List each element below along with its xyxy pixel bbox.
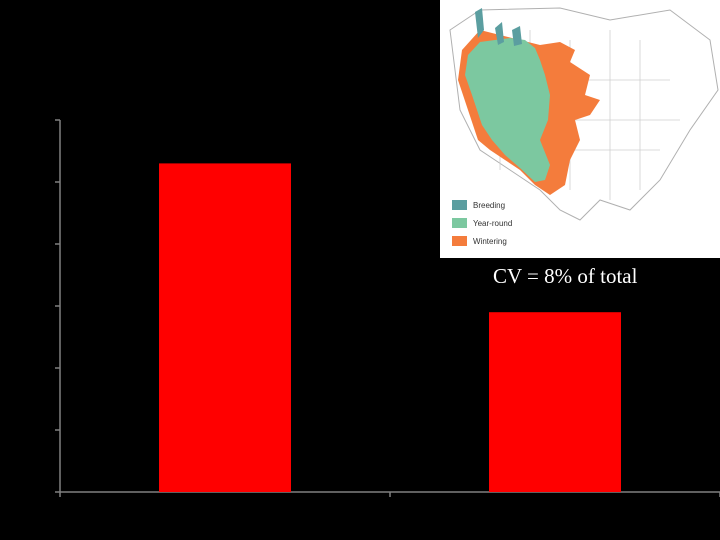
breeding-range bbox=[475, 8, 522, 46]
breeding-swatch bbox=[452, 200, 467, 210]
year-round-swatch bbox=[452, 218, 467, 228]
year-round-range bbox=[465, 38, 550, 182]
legend-year-round-label: Year-round bbox=[473, 218, 513, 228]
range-map-image bbox=[449, 7, 719, 221]
range-map: Breeding Year-round Wintering bbox=[440, 0, 720, 258]
legend-wintering: Wintering bbox=[452, 234, 562, 248]
bar-2 bbox=[489, 312, 621, 492]
cv-annotation: CV = 8% of total bbox=[493, 264, 638, 288]
legend-breeding: Breeding bbox=[452, 198, 562, 212]
bars bbox=[159, 163, 621, 492]
wintering-swatch bbox=[452, 236, 467, 246]
axis-ticks bbox=[55, 119, 720, 497]
bar-1 bbox=[159, 163, 291, 492]
legend-breeding-label: Breeding bbox=[473, 200, 506, 210]
legend-year-round: Year-round bbox=[452, 216, 562, 230]
legend-wintering-label: Wintering bbox=[473, 236, 507, 246]
